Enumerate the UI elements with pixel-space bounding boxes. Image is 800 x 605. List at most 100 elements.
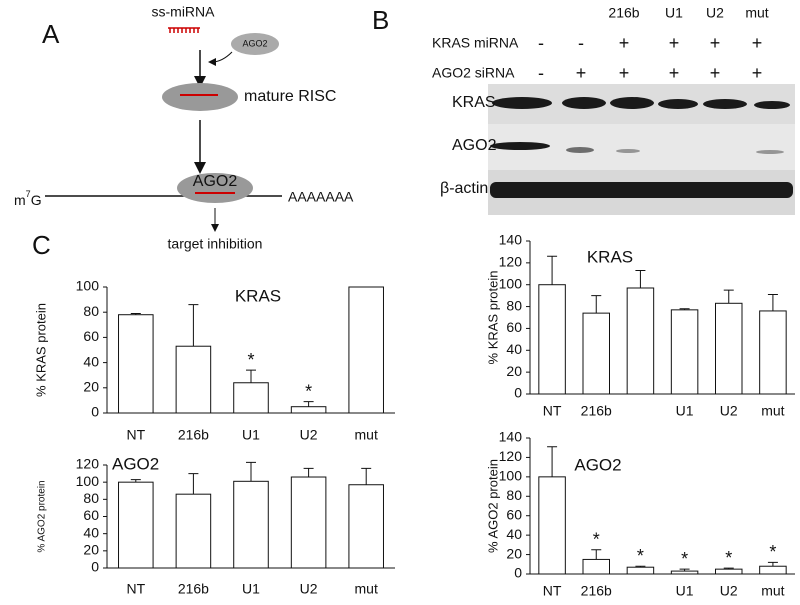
ago2-label: AGO2 [242, 38, 267, 48]
error-bar [767, 294, 778, 311]
x-tick-label: U1 [242, 427, 260, 443]
mirna-strand [168, 27, 200, 33]
y-tick-label: 80 [83, 303, 99, 319]
y-tick-label: 140 [499, 232, 523, 248]
error-bar [679, 308, 690, 310]
error-bar [303, 467, 314, 478]
x-tick-label: 216b [581, 403, 612, 419]
bar [538, 284, 566, 395]
error-bar [547, 446, 558, 477]
ago2-protein [231, 33, 279, 55]
bar [348, 484, 384, 569]
error-bar [635, 565, 646, 568]
bar [670, 309, 699, 395]
y-tick-label: 60 [83, 507, 99, 523]
bar [582, 558, 610, 575]
y-tick-label: 100 [499, 468, 523, 484]
error-bar [679, 568, 690, 572]
bar [582, 312, 610, 395]
significance-mark: * [637, 546, 644, 566]
x-tick-label: NT [543, 583, 562, 599]
y-tick-label: 120 [499, 254, 523, 270]
y-tick-label: 80 [506, 487, 522, 503]
y-tick-label: 0 [514, 385, 522, 401]
condition-mark: - [578, 33, 584, 53]
bar [626, 566, 655, 575]
column-label: U2 [706, 5, 724, 21]
bar [348, 286, 384, 414]
chart-title: AGO2 [112, 454, 159, 473]
error-bar [635, 270, 646, 288]
x-tick-label: U2 [300, 581, 318, 597]
y-axis-label: % KRAS protein [33, 303, 48, 397]
y-tick-label: 20 [83, 542, 99, 558]
bar [233, 480, 269, 569]
column-label: U1 [665, 5, 683, 21]
condition-mark: - [538, 63, 544, 83]
bar [118, 481, 154, 569]
chart-title: KRAS [235, 286, 281, 305]
x-tick-label: NT [126, 427, 145, 443]
blot-image [488, 84, 795, 215]
bar [538, 476, 566, 575]
significance-mark: * [769, 542, 776, 562]
cap-label: m7G [14, 189, 42, 207]
risc-complex [162, 83, 238, 111]
error-bar [767, 561, 778, 567]
ago2-label: AGO2 [193, 173, 238, 190]
y-tick-label: 60 [83, 328, 99, 344]
significance-mark: * [593, 529, 600, 549]
significance-mark: * [247, 350, 254, 370]
polya-label: AAAAAAA [288, 189, 354, 205]
error-bar [591, 549, 602, 560]
condition-mark: + [710, 63, 721, 83]
error-bar [723, 567, 734, 570]
error-bar [130, 312, 141, 315]
bar [233, 382, 269, 414]
condition-mark: + [710, 33, 721, 53]
condition-mark: + [669, 33, 680, 53]
y-tick-label: 40 [83, 353, 99, 369]
y-tick-label: 60 [506, 506, 522, 522]
cap-rest: G [31, 192, 42, 208]
y-tick-label: 20 [83, 379, 99, 395]
x-tick-label: mut [761, 403, 784, 419]
x-tick-label: U1 [676, 403, 694, 419]
error-bar [547, 255, 558, 285]
bar [118, 314, 154, 414]
column-label: mut [745, 5, 768, 21]
x-tick-label: mut [355, 581, 378, 597]
significance-mark: * [681, 549, 688, 569]
row-label: AGO2 siRNA [432, 65, 515, 81]
blot-label: KRAS [452, 94, 496, 111]
condition-mark: + [619, 63, 630, 83]
significance-mark: * [725, 548, 732, 568]
condition-mark: + [669, 63, 680, 83]
y-tick-label: 80 [506, 297, 522, 313]
y-tick-label: 20 [506, 363, 522, 379]
y-tick-label: 0 [91, 559, 99, 575]
error-bar [303, 401, 314, 407]
x-tick-label: 216b [178, 427, 209, 443]
x-tick-label: U2 [720, 403, 738, 419]
y-tick-label: 0 [514, 565, 522, 581]
y-tick-label: 40 [83, 524, 99, 540]
error-bar [246, 461, 256, 482]
error-bar [188, 473, 199, 495]
panel-letter: A [42, 19, 60, 49]
row-label: KRAS miRNA [432, 35, 519, 51]
y-tick-label: 100 [76, 473, 100, 489]
bar [175, 493, 212, 569]
significance-mark: * [305, 381, 312, 401]
bar [715, 568, 743, 575]
y-tick-label: 40 [506, 341, 522, 357]
y-tick-label: 120 [499, 448, 523, 464]
x-tick-label: NT [543, 403, 562, 419]
y-tick-label: 120 [76, 456, 100, 472]
error-bar [130, 479, 141, 483]
y-axis-label: % KRAS protein [485, 271, 500, 365]
x-tick-label: U1 [242, 581, 260, 597]
panel-letter: B [372, 5, 389, 35]
blot-label: AGO2 [452, 137, 497, 154]
